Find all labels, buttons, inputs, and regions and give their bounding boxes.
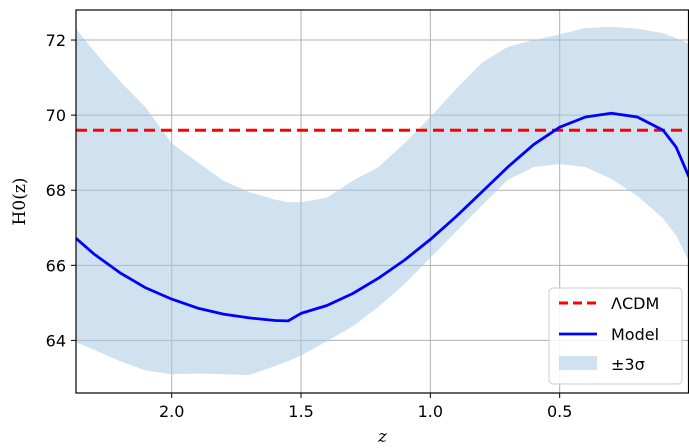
y-tick-label: 66 <box>46 256 66 275</box>
x-tick-label: 1.5 <box>288 402 313 421</box>
legend-lcdm-label: ΛCDM <box>611 294 659 313</box>
y-ticks: 64 66 68 70 72 <box>46 31 76 350</box>
legend-model-label: Model <box>611 325 659 344</box>
y-axis-label: H0(z) <box>10 178 30 226</box>
confidence-band <box>76 26 689 376</box>
model-line <box>75 111 689 323</box>
legend-band-swatch <box>559 356 597 370</box>
legend-band-label: ±3σ <box>611 355 645 374</box>
y-tick-label: 68 <box>46 181 66 200</box>
x-ticks: 2.0 1.5 1.0 0.5 <box>159 393 572 421</box>
x-tick-label: 0.5 <box>547 402 572 421</box>
y-tick-label: 72 <box>46 31 66 50</box>
y-tick-label: 64 <box>46 331 66 350</box>
y-tick-label: 70 <box>46 106 66 125</box>
x-tick-label: 2.0 <box>159 402 184 421</box>
legend: ΛCDM Model ±3σ <box>548 287 683 385</box>
x-axis-label: z <box>377 427 388 447</box>
x-tick-label: 1.0 <box>418 402 443 421</box>
